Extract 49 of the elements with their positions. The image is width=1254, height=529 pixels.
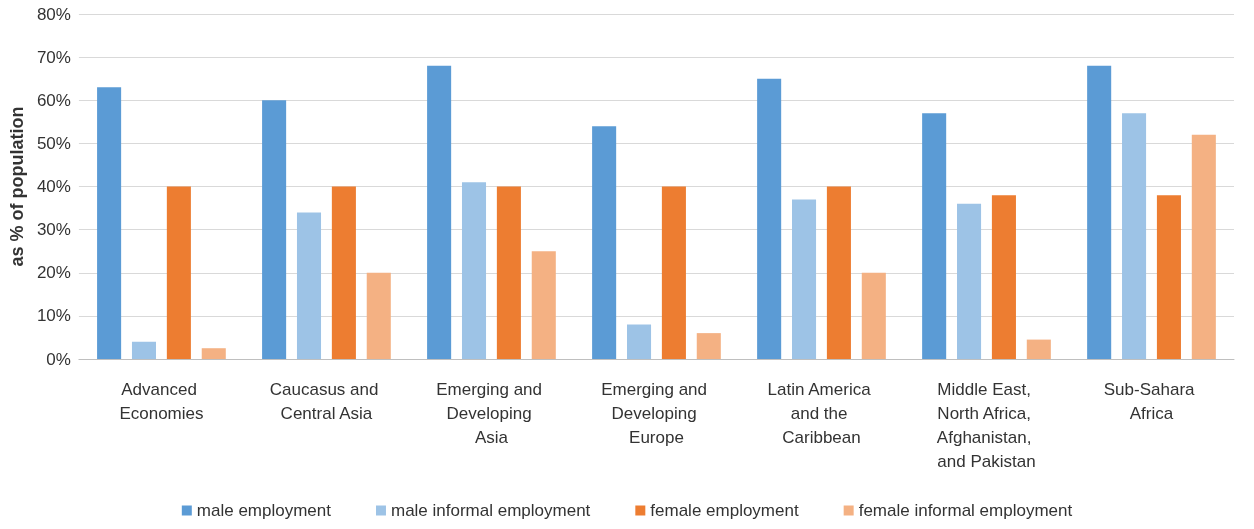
legend-label: female employment bbox=[650, 501, 799, 520]
y-tick-label: 70% bbox=[36, 47, 71, 67]
y-tick-label: 80% bbox=[36, 4, 71, 24]
bar bbox=[826, 186, 851, 359]
x-tick-label: Emerging and Developing Asia bbox=[436, 379, 547, 447]
bar bbox=[696, 333, 721, 359]
y-axis-title: as % of population bbox=[7, 106, 27, 267]
bar bbox=[331, 186, 356, 359]
bar bbox=[1156, 195, 1181, 359]
x-tick-label: Latin America and the Caribbean bbox=[767, 379, 876, 447]
bar bbox=[296, 212, 322, 359]
legend-label: male informal employment bbox=[390, 501, 591, 520]
bar bbox=[1191, 134, 1216, 359]
bar bbox=[661, 186, 686, 359]
bar bbox=[792, 199, 817, 359]
bar bbox=[461, 182, 487, 359]
y-tick-label: 20% bbox=[36, 263, 71, 283]
bar bbox=[97, 87, 122, 359]
bar bbox=[957, 203, 982, 359]
bar bbox=[166, 186, 191, 359]
bar bbox=[922, 113, 947, 359]
y-tick-label: 40% bbox=[36, 177, 71, 196]
bar bbox=[1026, 339, 1051, 359]
bar bbox=[201, 348, 226, 359]
legend-label: female informal employment bbox=[858, 501, 1073, 520]
y-tick-label: 30% bbox=[36, 220, 71, 240]
x-tick-label: Middle East, North Africa, Afghanistan, and Pakistan bbox=[936, 379, 1037, 471]
x-tick-label: Emerging and Developing Europe bbox=[601, 379, 712, 447]
x-tick-label: Sub-Sahara Africa bbox=[1103, 379, 1200, 423]
bar bbox=[1087, 65, 1112, 359]
bar bbox=[626, 324, 652, 359]
bar bbox=[366, 272, 391, 359]
legend-label: male employment bbox=[196, 501, 332, 520]
y-tick-label: 0% bbox=[46, 349, 71, 369]
bar bbox=[262, 100, 287, 359]
y-tick-label: 60% bbox=[36, 90, 71, 110]
bar bbox=[496, 186, 521, 359]
x-tick-label: Advanced Economies bbox=[119, 379, 204, 423]
x-tick-label: Caucasus and Central Asia bbox=[269, 379, 384, 423]
bar bbox=[427, 65, 452, 359]
bar bbox=[757, 78, 782, 359]
bar bbox=[1122, 113, 1147, 359]
y-tick-label: 50% bbox=[36, 133, 71, 153]
bar bbox=[131, 341, 157, 359]
bar bbox=[861, 272, 886, 359]
bar bbox=[592, 126, 617, 359]
bar bbox=[531, 251, 556, 359]
y-tick-label: 10% bbox=[36, 306, 71, 326]
bar bbox=[991, 195, 1016, 359]
